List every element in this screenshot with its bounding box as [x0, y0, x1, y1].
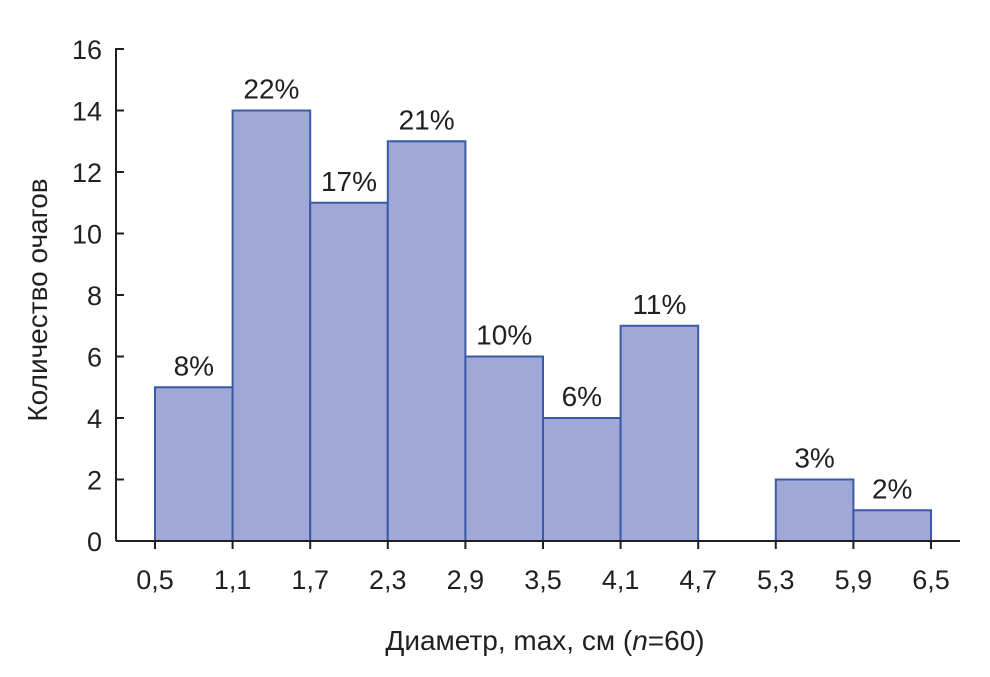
- bar-label-0: 8%: [174, 350, 214, 381]
- bar-6: [619, 324, 700, 542]
- y-tick-label-2: 4: [87, 404, 102, 434]
- y-tick-label-8: 16: [72, 35, 102, 65]
- x-axis-title-italic: n: [632, 625, 648, 656]
- y-tick-label-5: 10: [72, 220, 102, 250]
- data-labels-group: 8% 22% 17% 21% 10% 6% 11% 3% 2%: [174, 74, 913, 505]
- bar-2: [309, 201, 389, 542]
- y-tick-label-3: 6: [87, 343, 102, 373]
- x-tick-label-10: 6,5: [912, 565, 950, 595]
- bar-label-3: 21%: [399, 104, 455, 135]
- x-tick-label-2: 1,7: [291, 565, 329, 595]
- x-axis-title-main: Диаметр, max, см (: [385, 625, 633, 656]
- y-tick-label-0: 0: [87, 527, 102, 557]
- x-axis-title: Диаметр, max, см (n=60): [385, 625, 704, 656]
- bar-7: [774, 478, 855, 542]
- x-tick-label-7: 4,7: [679, 565, 717, 595]
- y-axis: 0 2 4 6 8 10 12 14 16: [72, 35, 124, 557]
- x-tick-label-9: 5,9: [835, 565, 873, 595]
- y-tick-label-4: 8: [87, 281, 102, 311]
- bar-label-6: 11%: [632, 289, 686, 320]
- y-tick-label-6: 12: [72, 158, 102, 188]
- x-tick-label-1: 1,1: [214, 565, 252, 595]
- bar-label-8: 2%: [872, 473, 912, 504]
- x-tick-label-6: 4,1: [602, 565, 640, 595]
- bar-label-1: 22%: [243, 74, 299, 105]
- bar-8: [852, 509, 933, 542]
- bar-label-2: 17%: [321, 166, 377, 197]
- bar-1: [231, 109, 312, 542]
- bar-label-7: 3%: [794, 443, 834, 474]
- bar-4: [464, 355, 544, 542]
- x-axis-title-end: =60): [648, 625, 705, 656]
- x-tick-label-5: 3,5: [524, 565, 562, 595]
- y-tick-label-7: 14: [72, 97, 102, 127]
- bar-label-4: 10%: [476, 320, 532, 351]
- x-tick-label-3: 2,3: [369, 565, 407, 595]
- x-axis: 0,5 1,1 1,7 2,3 2,9 3,5 4,1 4,7 5,3 5,9 6,5: [116, 540, 960, 595]
- bar-5: [542, 417, 622, 542]
- y-tick-label-1: 2: [87, 466, 102, 496]
- x-tick-label-4: 2,9: [447, 565, 485, 595]
- x-tick-label-8: 5,3: [757, 565, 795, 595]
- bar-0: [154, 386, 234, 542]
- bar-label-5: 6%: [562, 381, 602, 412]
- x-tick-label-0: 0,5: [136, 565, 174, 595]
- y-axis-title: Количество очагов: [22, 178, 53, 421]
- bar-3: [386, 140, 467, 542]
- bars-group: [154, 109, 933, 542]
